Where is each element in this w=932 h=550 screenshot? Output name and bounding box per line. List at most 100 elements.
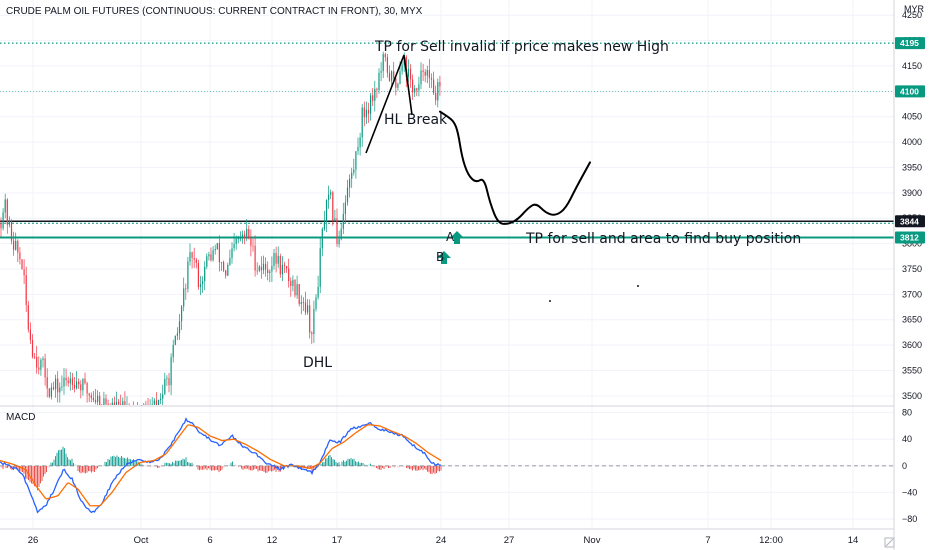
candle-body: [19, 252, 21, 260]
candle-body: [172, 344, 174, 358]
candle-body: [386, 57, 388, 73]
candle-body: [233, 243, 235, 249]
candle-body: [304, 302, 307, 313]
candle-body: [80, 384, 82, 391]
candle-body: [321, 228, 323, 249]
candle-body: [231, 248, 233, 259]
candle-body: [374, 88, 376, 101]
price-tick-label: 4150: [902, 61, 922, 71]
chart-title: CRUDE PALM OIL FUTURES (CONTINUOUS: CURR…: [6, 6, 423, 17]
candle-body: [84, 378, 86, 384]
candle-body: [435, 93, 437, 101]
candle-body: [424, 71, 426, 76]
candle-body: [94, 399, 97, 403]
candle-body: [164, 378, 166, 395]
candle-body: [168, 378, 170, 386]
candle-body: [292, 279, 294, 287]
macd-tick-label: 0: [902, 461, 907, 471]
candle-body: [46, 377, 48, 389]
candle-body: [244, 234, 246, 237]
candle-body: [78, 381, 80, 385]
candle-body: [212, 250, 214, 261]
macd-tick-label: −40: [902, 487, 917, 497]
settings-icon[interactable]: [884, 537, 895, 548]
candle-body: [25, 275, 27, 306]
candle-body: [189, 252, 191, 262]
macd-tick-label: −80: [902, 514, 917, 524]
macd-grid: [0, 412, 894, 520]
candle-body: [296, 284, 298, 296]
candle-body: [44, 358, 46, 378]
currency-label: MYR: [904, 4, 925, 14]
candle-body: [378, 72, 380, 91]
candle-body: [0, 223, 2, 229]
candle-body: [382, 54, 384, 72]
candle-body: [111, 402, 113, 405]
candle-body: [376, 88, 378, 91]
candle-body: [254, 245, 256, 271]
time-tick-label: Oct: [134, 535, 149, 546]
candle-body: [6, 199, 8, 225]
candle-body: [298, 284, 300, 305]
candle-body: [34, 356, 36, 358]
hl-zigzag-line: [365, 54, 413, 154]
candle-body: [13, 240, 15, 250]
candle-body: [370, 95, 372, 114]
time-tick-label: 17: [332, 535, 343, 546]
projection-path: [439, 110, 591, 225]
candle-body: [401, 64, 403, 72]
candle-body: [59, 387, 61, 393]
candle-body: [283, 264, 286, 267]
candle-body: [153, 400, 155, 405]
candle-body: [67, 380, 69, 384]
candle-body: [433, 79, 435, 94]
candle-body: [162, 394, 164, 399]
candle-body: [426, 70, 428, 76]
candle-body: [246, 228, 248, 237]
price-tick-label: 4050: [902, 112, 922, 122]
candle-body: [61, 386, 63, 388]
time-tick-label: 14: [848, 535, 859, 546]
candle-body: [395, 78, 397, 88]
candle-body: [260, 266, 262, 271]
candle-body: [393, 71, 395, 79]
candle-body: [397, 83, 399, 88]
level-tag: [895, 85, 925, 98]
candle-body: [407, 68, 409, 77]
candle-body: [241, 234, 244, 239]
candle-body: [409, 68, 412, 80]
candle-body: [82, 378, 84, 391]
candle-body: [336, 218, 338, 245]
candle-body: [103, 398, 105, 405]
candle-body: [355, 151, 357, 170]
time-tick-label: 24: [436, 535, 447, 546]
candle-body: [4, 199, 6, 213]
time-tick-label: 12: [267, 535, 278, 546]
time-tick-label: 7: [705, 535, 710, 546]
candle-body: [422, 70, 424, 72]
time-tick-label: Nov: [584, 535, 601, 546]
candle-body: [36, 356, 38, 368]
candle-body: [99, 395, 101, 405]
level-tag-label: 4195: [900, 38, 919, 48]
candle-body: [256, 270, 258, 272]
candle-body: [195, 259, 197, 264]
candle-body: [15, 240, 17, 250]
candle-body: [76, 381, 78, 389]
candle-body: [170, 357, 172, 386]
candle-body: [248, 228, 250, 238]
candle-body: [346, 187, 349, 203]
candle-body: [279, 255, 281, 275]
candle-body: [229, 258, 231, 265]
candle-body: [365, 109, 367, 118]
candle-body: [315, 297, 317, 309]
candle-body: [193, 258, 195, 260]
candle-body: [223, 262, 225, 271]
candle-body: [73, 384, 76, 389]
annotation-a: A: [446, 230, 455, 244]
level-tag: [895, 215, 925, 228]
candle-body: [317, 286, 319, 298]
time-tick-label: 27: [504, 535, 515, 546]
time-tick-label: 12:00: [759, 535, 783, 546]
